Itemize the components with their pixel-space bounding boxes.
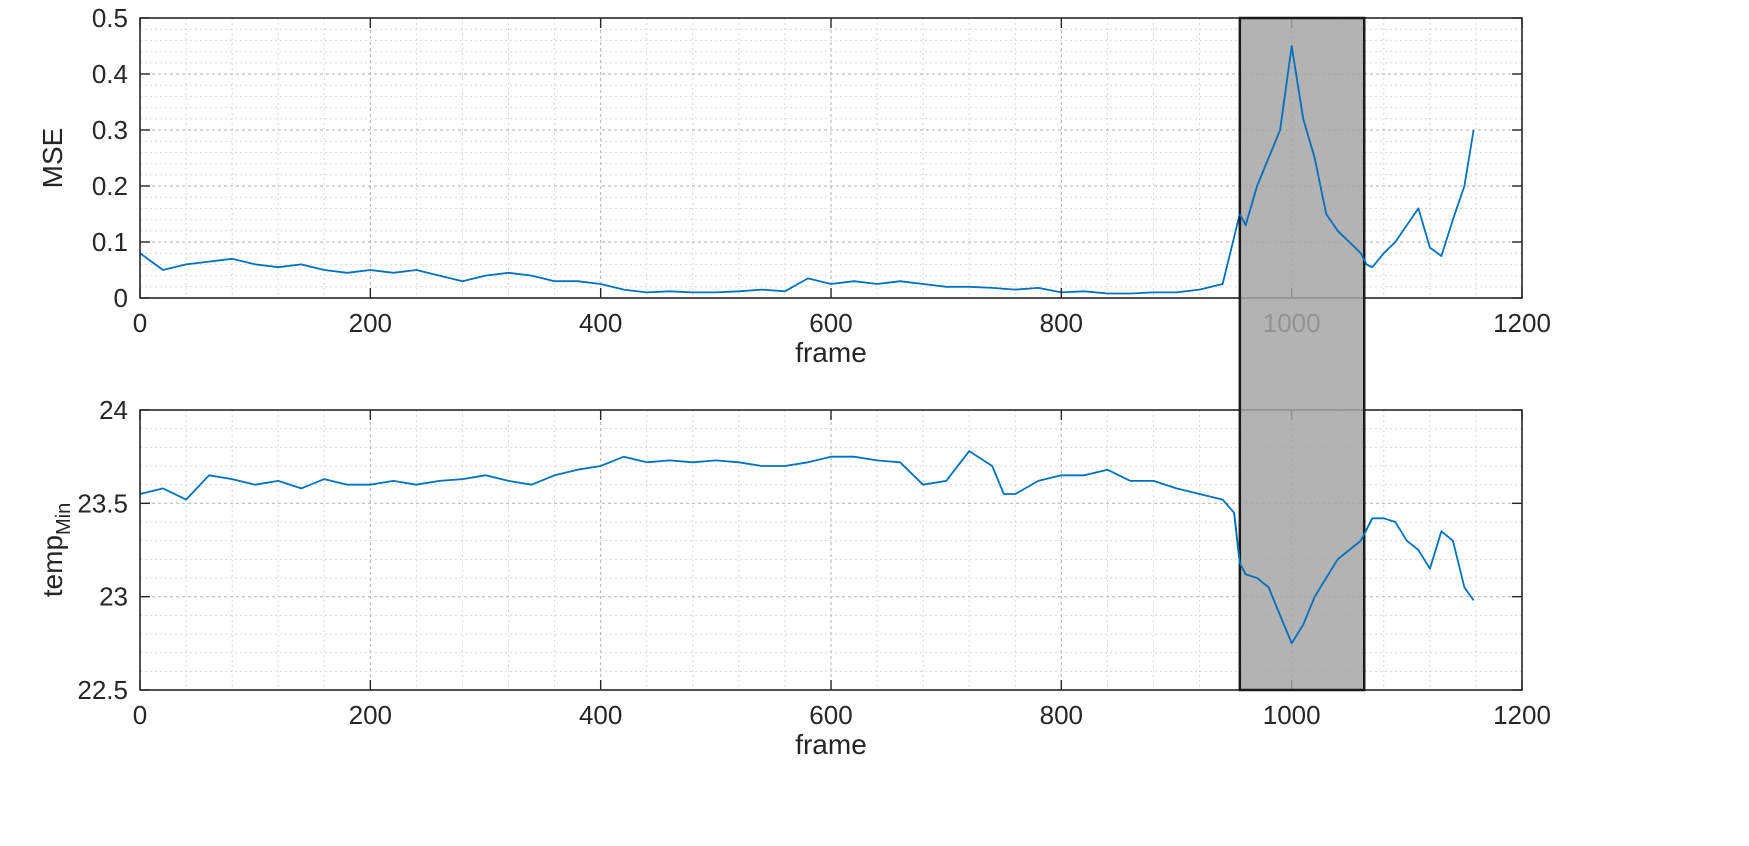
series-line-highlighted-1 xyxy=(1233,512,1374,645)
x-axis-label: frame xyxy=(795,337,867,368)
y-tick-label: 0.1 xyxy=(92,227,128,257)
y-tick-label: 23 xyxy=(99,582,128,612)
x-tick-label: 600 xyxy=(809,308,852,338)
y-axis-label: tempMin xyxy=(37,503,75,597)
x-tick-label: 0 xyxy=(133,308,147,338)
y-tick-label: 0.5 xyxy=(92,3,128,33)
x-tick-label: 400 xyxy=(579,700,622,730)
y-tick-label: 24 xyxy=(99,395,128,425)
x-tick-label: 1000 xyxy=(1263,700,1321,730)
x-tick-label: 800 xyxy=(1040,308,1083,338)
x-tick-label: 400 xyxy=(579,308,622,338)
y-tick-label: 0.2 xyxy=(92,171,128,201)
y-tick-label: 0 xyxy=(114,283,128,313)
x-tick-label: 0 xyxy=(133,700,147,730)
y-axis-label: MSE xyxy=(37,128,68,189)
x-axis-label: frame xyxy=(795,729,867,760)
highlight-layer xyxy=(1233,16,1374,692)
x-tick-label: 1200 xyxy=(1493,308,1551,338)
y-tick-label: 22.5 xyxy=(77,675,128,705)
y-axis-label-subscript: Min xyxy=(53,503,75,535)
x-tick-label: 1200 xyxy=(1493,700,1551,730)
y-tick-label: 0.3 xyxy=(92,115,128,145)
x-tick-label: 600 xyxy=(809,700,852,730)
highlight-region xyxy=(1238,16,1366,692)
series-line-highlighted-0 xyxy=(1239,45,1373,269)
x-tick-label: 200 xyxy=(349,700,392,730)
y-tick-label: 23.5 xyxy=(77,488,128,518)
x-tick-label: 800 xyxy=(1040,700,1083,730)
y-tick-label: 0.4 xyxy=(92,59,128,89)
x-tick-label: 200 xyxy=(349,308,392,338)
